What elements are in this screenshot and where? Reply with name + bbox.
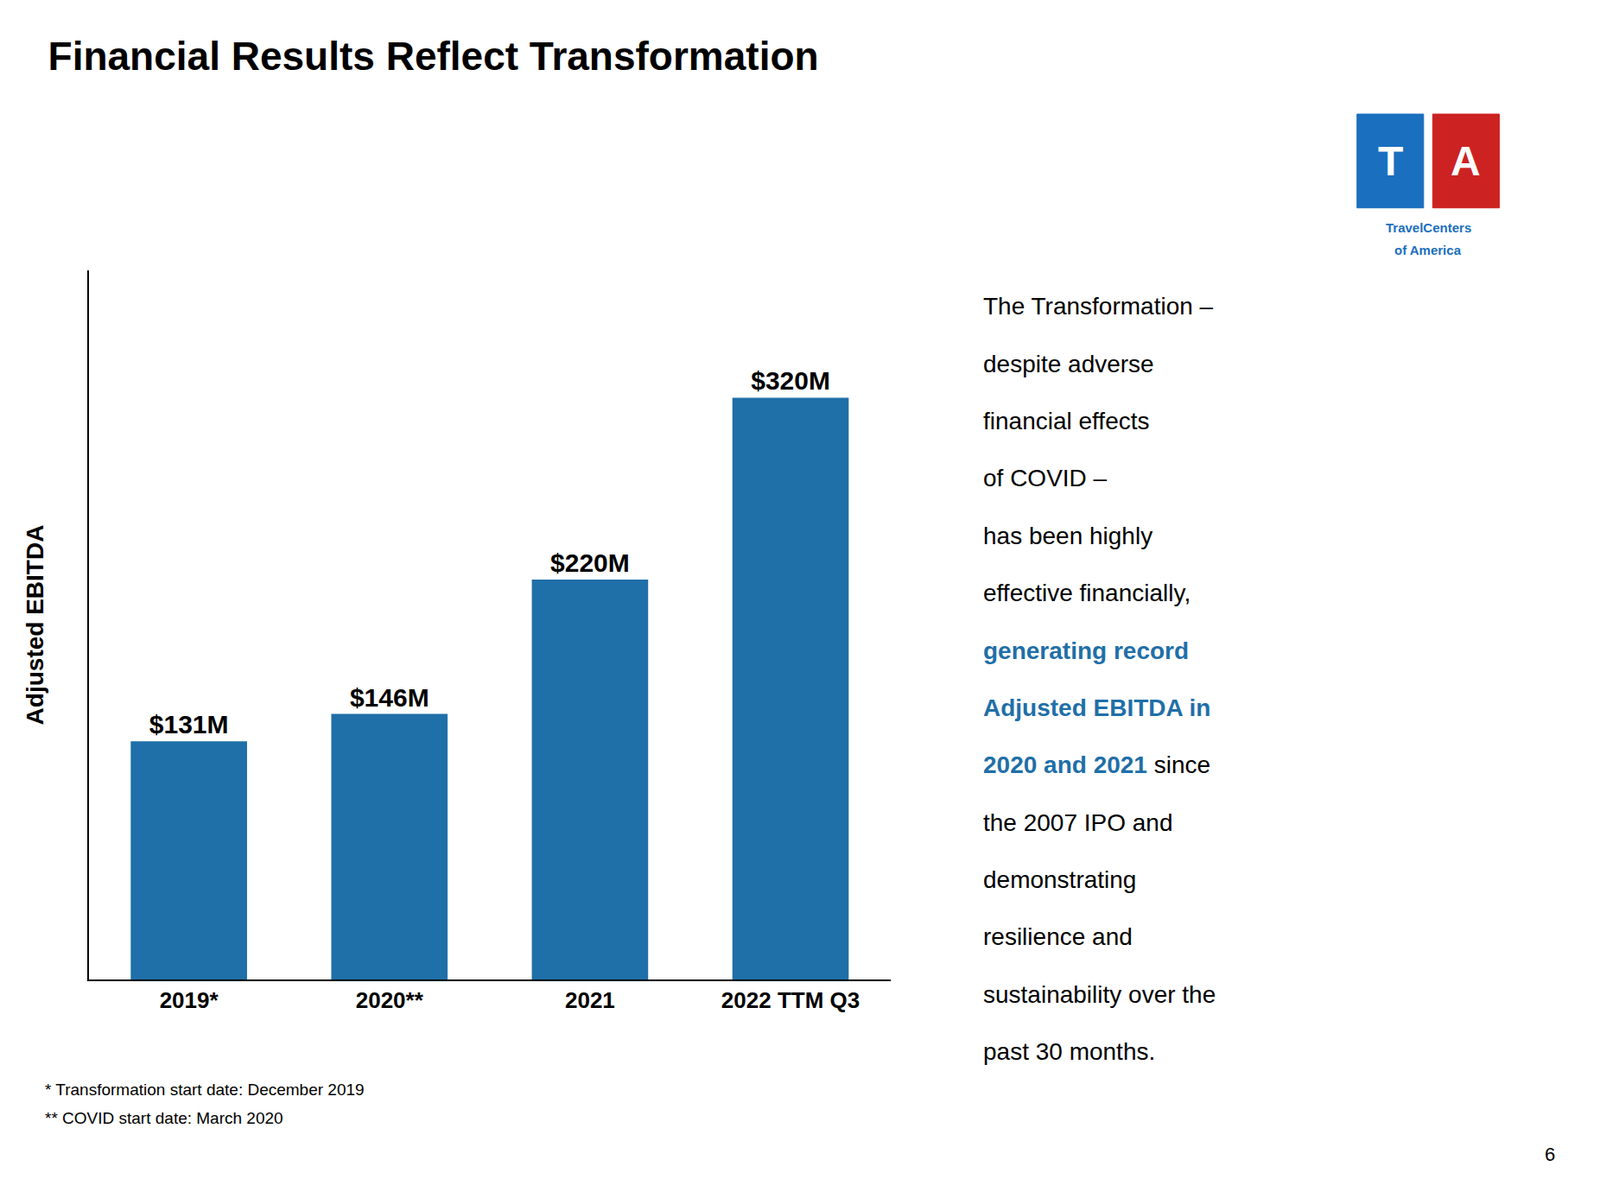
svg-text:TravelCenters: TravelCenters [1385,220,1472,235]
svg-text:A: A [1450,138,1481,185]
svg-text:2022 TTM Q3: 2022 TTM Q3 [721,987,860,1014]
svg-text:$131M: $131M [149,710,229,739]
svg-text:effective financially,: effective financially, [983,579,1191,607]
svg-text:2020 and 2021 since: 2020 and 2021 since [983,751,1211,779]
svg-text:The Transformation –: The Transformation – [983,292,1214,320]
svg-text:T: T [1377,138,1404,185]
svg-text:$320M: $320M [750,366,831,395]
svg-text:$220M: $220M [550,548,630,578]
svg-text:$146M: $146M [349,683,430,712]
svg-text:* Transformation start date: D: * Transformation start date: December 20… [44,1080,365,1099]
svg-text:demonstrating: demonstrating [983,866,1137,894]
svg-text:the 2007 IPO and: the 2007 IPO and [983,809,1174,837]
svg-text:generating record: generating record [983,637,1189,665]
svg-text:2019*: 2019* [159,987,220,1014]
svg-text:** COVID start date: March 202: ** COVID start date: March 2020 [44,1109,284,1128]
svg-text:of COVID –: of COVID – [983,464,1108,492]
svg-text:2020**: 2020** [355,987,425,1014]
svg-text:of America: of America [1394,242,1462,258]
svg-text:resilience and: resilience and [983,923,1133,951]
svg-text:Adjusted EBITDA in: Adjusted EBITDA in [983,694,1211,722]
svg-text:despite adverse: despite adverse [983,350,1155,378]
svg-text:past 30 months.: past 30 months. [983,1038,1156,1066]
svg-text:has been highly: has been highly [983,522,1153,550]
svg-text:financial effects: financial effects [983,407,1150,435]
svg-text:sustainability over the: sustainability over the [983,981,1216,1009]
svg-text:2021: 2021 [565,987,616,1014]
svg-text:6: 6 [1544,1143,1556,1166]
svg-text:Adjusted EBITDA: Adjusted EBITDA [21,525,49,726]
svg-text:Financial Results Reflect Tran: Financial Results Reflect Transformation [48,33,820,79]
